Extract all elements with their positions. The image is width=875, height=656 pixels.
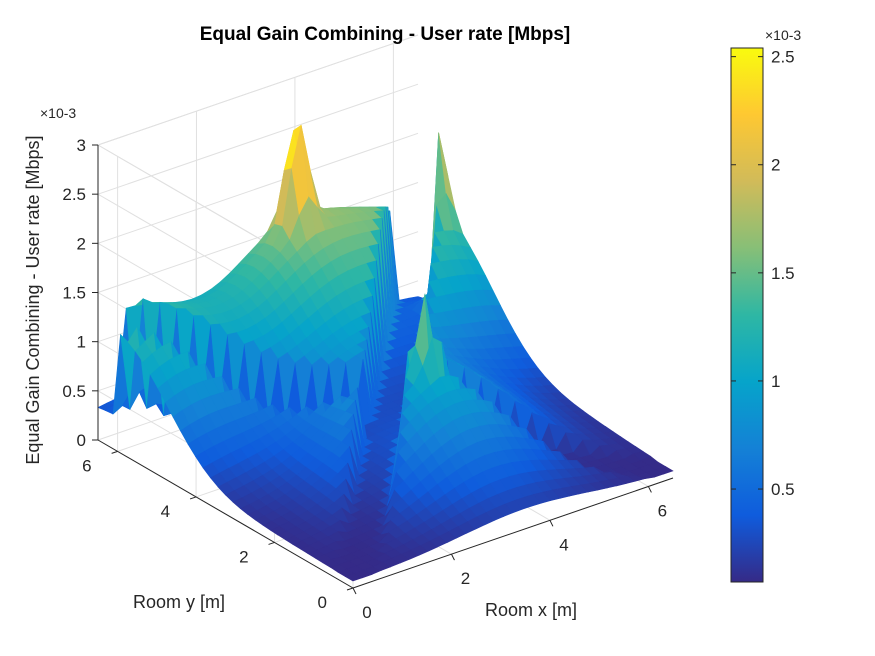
x-tick-label: 4 bbox=[559, 535, 568, 554]
x-tick-mark bbox=[549, 520, 554, 527]
y-tick-mark bbox=[189, 496, 197, 500]
y-tick-label: 2 bbox=[239, 547, 248, 566]
x-axis-line bbox=[352, 477, 674, 589]
x-tick-mark bbox=[647, 486, 652, 493]
colorbar-tick-label: 2 bbox=[771, 156, 780, 175]
y-tick-label: 6 bbox=[82, 456, 91, 475]
x-tick-mark bbox=[451, 553, 455, 561]
colorbar-tick-label: 1 bbox=[771, 372, 780, 391]
chart-title: Equal Gain Combining - User rate [Mbps] bbox=[200, 24, 571, 45]
y-tick-mark bbox=[268, 541, 275, 545]
z-tick-label: 0 bbox=[77, 431, 86, 450]
z-tick-label: 2.5 bbox=[62, 185, 86, 204]
y-axis-label: Room y [m] bbox=[133, 592, 225, 612]
z-tick-label: 0.5 bbox=[62, 382, 86, 401]
z-tick-label: 2 bbox=[77, 234, 86, 253]
colorbar-frame bbox=[730, 47, 764, 583]
y-tick-label: 0 bbox=[318, 593, 327, 612]
colorbar-ticks: 0.5 1 1.5 2 2.5 bbox=[731, 48, 795, 499]
x-axis-label: Room x [m] bbox=[485, 600, 577, 620]
y-tick-label: 4 bbox=[161, 502, 170, 521]
colorbar-tick-label: 1.5 bbox=[771, 264, 795, 283]
y-tick-mark bbox=[111, 450, 118, 454]
x-tick-label: 0 bbox=[362, 603, 371, 622]
colorbar: 0.5 1 1.5 2 2.5 ×10-3 bbox=[730, 27, 801, 583]
colorbar-exponent: ×10-3 bbox=[765, 27, 801, 43]
colorbar-fill bbox=[731, 48, 763, 582]
tick-labels: 0 2 4 6 0 2 4 6 0 0.5 1 1.5 2 2.5 3 bbox=[62, 136, 667, 622]
x-tick-mark bbox=[352, 587, 357, 595]
grid-line bbox=[97, 34, 419, 146]
colorbar-tick-label: 2.5 bbox=[771, 48, 795, 67]
colorbar-tick-label: 0.5 bbox=[771, 480, 795, 499]
surface-plot bbox=[97, 124, 674, 582]
y-axis-line bbox=[97, 439, 354, 589]
surface-patch bbox=[655, 466, 674, 475]
z-axis-exponent: ×10-3 bbox=[40, 105, 76, 121]
z-tick-label: 1 bbox=[77, 333, 86, 352]
x-tick-label: 2 bbox=[461, 569, 470, 588]
grid-line bbox=[97, 83, 419, 195]
y-tick-mark bbox=[346, 587, 354, 591]
z-tick-label: 3 bbox=[77, 136, 86, 155]
z-tick-label: 1.5 bbox=[62, 284, 86, 303]
z-axis-label: Equal Gain Combining - User rate [Mbps] bbox=[23, 135, 43, 464]
x-tick-label: 6 bbox=[658, 501, 667, 520]
